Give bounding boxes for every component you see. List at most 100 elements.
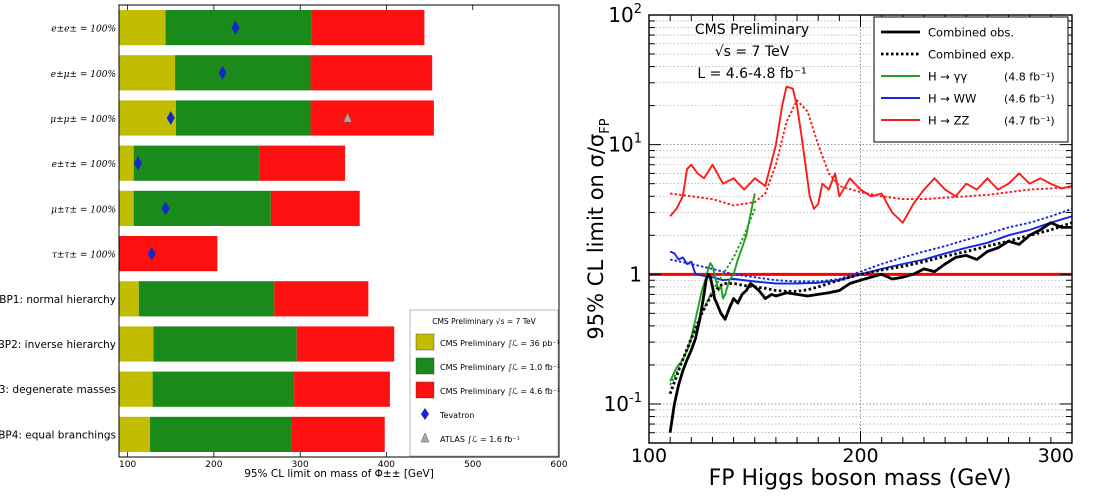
left-legend-swatch-2	[415, 357, 435, 375]
category-label-5: μ±τ± = 100%	[51, 205, 116, 215]
series-line-5	[669, 215, 1072, 285]
bar-segment-3-3	[310, 100, 434, 136]
bar-segment-2-2	[175, 55, 311, 91]
left-legend-label-4: Tevatron	[439, 411, 474, 420]
left-bar-chart: e±e± = 100% e±μ± = 100% μ±μ± = 100% e±τ± = …	[0, 4, 568, 480]
left-legend-box	[409, 309, 559, 457]
right-y-tick-label-exp-1: -1	[629, 391, 642, 406]
left-legend-swatch-4	[421, 408, 429, 420]
left-x-tick-label-6: 600	[550, 460, 567, 470]
left-legend-label-2: CMS Preliminary ∫ℒ = 1.0 fb⁻¹	[440, 363, 560, 372]
right-annotation-line3: L = 4.6-4.8 fb⁻¹	[697, 66, 806, 82]
bar-segment-7-3	[274, 281, 369, 317]
right-grid	[649, 15, 1072, 443]
right-legend: Combined obs. Combined exp. H → γγ (4.8 fb⁻…	[873, 16, 1069, 143]
bar-segment-1-3	[311, 10, 425, 46]
atlas-marker-3	[343, 112, 353, 123]
left-x-tick-label-3: 300	[292, 460, 309, 470]
bar-segment-4-2	[133, 145, 260, 181]
right-y-axis-label: 95% CL limit on σ/σFP	[584, 118, 613, 339]
left-legend-label-1: CMS Preliminary ∫ℒ = 36 pb⁻¹	[440, 339, 560, 348]
right-y-tick-label-base-2: 1	[629, 262, 642, 286]
left-x-tick-label-5: 500	[464, 460, 481, 470]
category-label-4: e±τ± = 100%	[52, 160, 116, 170]
bar-segment-1-1	[119, 10, 166, 46]
right-axis-ticks	[648, 15, 1073, 443]
series-line-7	[669, 85, 1072, 224]
bar-segment-5-3	[270, 190, 360, 226]
bar-segment-5-2	[133, 190, 271, 226]
category-label-3: μ±μ± = 100%	[50, 115, 116, 125]
left-legend-swatch-1	[415, 333, 435, 351]
bar-segment-2-3	[310, 55, 433, 91]
right-legend-label-4: H → WW	[928, 92, 976, 106]
category-label-9: BP3: degenerate masses	[0, 384, 116, 396]
right-x-tick-label-3: 300	[1038, 445, 1074, 467]
right-x-tick-label-2: 200	[842, 445, 878, 467]
bar-segment-8-2	[153, 326, 297, 362]
left-legend-title: CMS Preliminary √s = 7 TeV	[432, 317, 536, 326]
left-x-axis: 100 200 300 400 500 600	[119, 5, 568, 470]
right-legend-label-3: H → γγ	[928, 70, 967, 84]
right-y-axis-label-sub: FP	[598, 118, 613, 133]
bar-segment-7-2	[138, 281, 275, 317]
series-line-8	[669, 99, 1072, 207]
bar-segment-9-1	[119, 371, 153, 407]
left-legend-swatch-3	[415, 381, 435, 399]
bar-segment-6-3	[119, 236, 218, 272]
right-y-tick-label-base-1: 10	[604, 392, 629, 416]
bar-segment-9-3	[294, 371, 390, 407]
left-plot-frame	[118, 4, 560, 458]
left-x-tick-label-2: 200	[205, 460, 222, 470]
right-legend-box	[873, 16, 1069, 143]
right-annotation-line1: CMS Preliminary	[695, 22, 809, 38]
right-y-tick-label-base-3: 10	[608, 133, 633, 157]
category-label-10: BP4: equal branchings	[0, 429, 116, 441]
bar-segment-4-1	[119, 145, 134, 181]
right-legend-lumi-5: (4.7 fb⁻¹)	[1004, 115, 1055, 128]
tevatron-marker-4	[133, 156, 142, 171]
bar-segment-7-1	[119, 281, 139, 317]
left-category-labels: e±e± = 100% e±μ± = 100% μ±μ± = 100% e±τ± = …	[0, 25, 116, 442]
right-y-tick-label-4: 102	[608, 2, 642, 27]
left-x-axis-label: 95% CL limit on mass of Φ±± [GeV]	[244, 468, 434, 480]
tevatron-marker-1	[231, 20, 240, 35]
right-y-tick-label-base-4: 10	[608, 3, 633, 27]
right-x-axis-label: FP Higgs boson mass (GeV)	[709, 466, 1012, 491]
tevatron-marker-2	[218, 65, 227, 80]
right-legend-label-5: H → ZZ	[928, 114, 969, 128]
right-y-tick-label-2: 1	[629, 262, 642, 286]
bar-segment-8-3	[296, 326, 395, 362]
bar-segment-5-1	[119, 190, 134, 226]
right-legend-lumi-3: (4.8 fb⁻¹)	[1004, 71, 1055, 84]
bar-segment-10-2	[150, 416, 292, 452]
left-legend: CMS Preliminary √s = 7 TeV CMS Prelimina…	[409, 309, 560, 457]
left-x-tick-label-4: 400	[378, 460, 395, 470]
bar-segment-10-3	[291, 416, 385, 452]
series-line-1	[668, 221, 1072, 433]
bar-segment-3-1	[119, 100, 176, 136]
right-y-tick-label-exp-4: 2	[634, 2, 642, 17]
category-label-2: e±μ± = 100%	[51, 70, 116, 80]
right-legend-label-2: Combined exp.	[928, 48, 1015, 62]
left-legend-items: CMS Preliminary ∫ℒ = 36 pb⁻¹ CMS Prelimin…	[415, 333, 560, 444]
right-x-tick-label-1: 100	[631, 445, 667, 467]
right-y-axis-label-group: 95% CL limit on σ/σFP	[584, 118, 613, 339]
right-x-tick-labels: 100 200 300	[631, 445, 1074, 467]
series-line-6	[669, 207, 1072, 283]
right-legend-items: Combined obs. Combined exp. H → γγ (4.8 fb⁻…	[881, 26, 1055, 128]
bar-segment-10-1	[119, 416, 151, 452]
series-line-3	[669, 193, 756, 382]
bar-segment-2-1	[119, 55, 176, 91]
tevatron-marker-6	[147, 246, 156, 261]
category-label-1: e±e± = 100%	[51, 25, 116, 35]
right-y-tick-label-1: 10-1	[604, 391, 642, 416]
right-series-lines	[668, 85, 1072, 433]
right-y-tick-label-3: 101	[608, 132, 642, 157]
tevatron-marker-3	[166, 111, 175, 125]
right-legend-lumi-4: (4.6 fb⁻¹)	[1004, 93, 1055, 106]
right-y-tick-label-exp-3: 1	[634, 132, 642, 147]
